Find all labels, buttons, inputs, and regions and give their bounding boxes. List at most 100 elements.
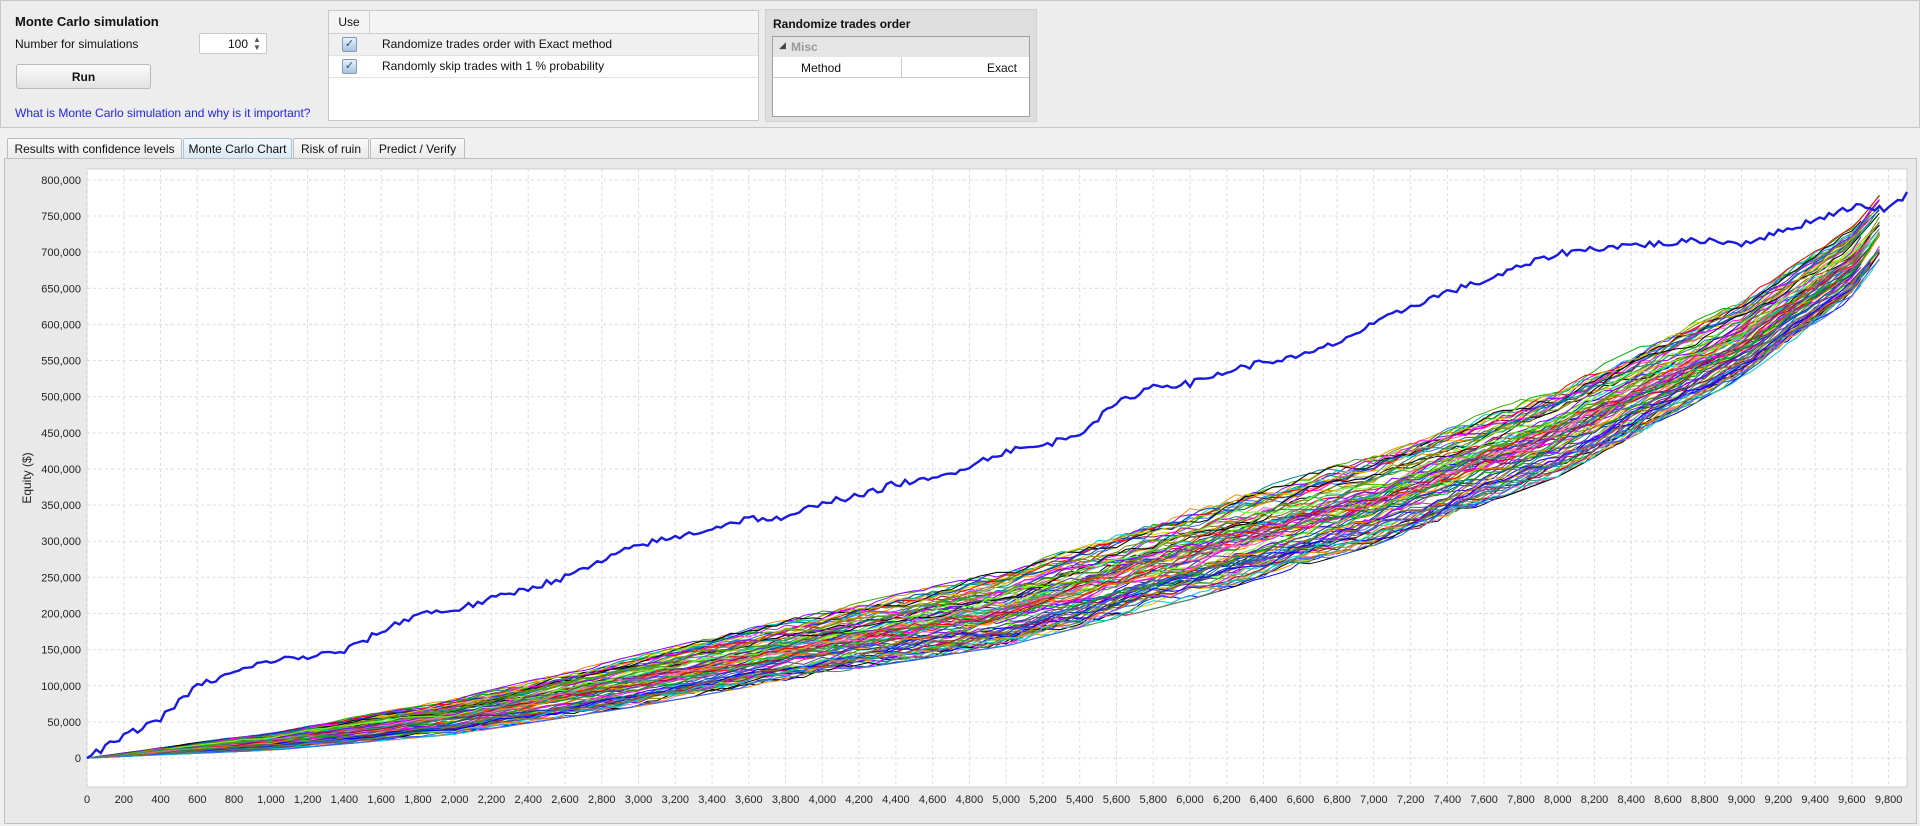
simulation-series-line [86,249,1862,759]
simulation-series-line [86,233,1880,759]
x-tick-label: 7,400 [1434,794,1462,806]
simulation-series-line [86,263,1862,759]
y-tick-label: 300,000 [41,536,81,548]
x-tick-label: 7,000 [1360,794,1388,806]
monte-carlo-chart-panel: 0 50,000 100,000 150,000 200,000 250,000 300,0… [4,158,1917,824]
x-tick-label: 2,600 [551,794,579,806]
x-tick-label: 1,600 [367,794,395,806]
spinner-arrows-icon[interactable]: ▲ ▼ [253,35,261,52]
run-button[interactable]: Run [16,64,151,89]
x-tick-label: 6,000 [1176,794,1204,806]
x-tick-label: 8,400 [1617,794,1645,806]
y-tick-label: 800,000 [41,175,81,187]
x-tick-label: 5,400 [1066,794,1094,806]
simulation-series-line [86,271,1862,759]
property-grid: ◢ Misc Method Exact [772,36,1030,117]
x-tick-label: 4,600 [919,794,947,806]
y-tick-label: 50,000 [47,717,81,729]
y-tick-label: 400,000 [41,464,81,476]
x-tick-label: 800 [225,794,243,806]
properties-title: Randomize trades order [773,17,911,31]
x-tick-label: 1,200 [294,794,322,806]
x-tick-label: 6,800 [1323,794,1351,806]
x-tick-label: 3,200 [662,794,690,806]
option-row-randomize[interactable]: ✓ Randomize trades order with Exact meth… [329,34,758,56]
simulation-series-line [86,199,1880,759]
x-tick-label: 5,000 [992,794,1020,806]
property-divider [901,57,902,77]
simulation-series-line [86,222,1862,759]
x-tick-label: 1,800 [404,794,432,806]
x-tick-label: 9,600 [1838,794,1866,806]
simulation-series-line [86,252,1862,759]
simulations-count-value[interactable]: 100 [227,37,248,51]
x-tick-label: 5,800 [1139,794,1167,806]
simulation-series-line [86,234,1880,759]
collapse-triangle-icon[interactable]: ◢ [779,40,786,50]
y-tick-label: 200,000 [41,609,81,621]
x-tick-label: 4,800 [956,794,984,806]
x-tick-label: 600 [188,794,206,806]
y-tick-label: 650,000 [41,283,81,295]
simulation-series-line [86,231,1871,759]
help-link[interactable]: What is Monte Carlo simulation and why i… [15,106,311,120]
y-tick-label: 100,000 [41,681,81,693]
x-tick-label: 3,400 [698,794,726,806]
x-tick-label: 8,000 [1544,794,1572,806]
property-category-misc[interactable]: ◢ Misc [773,37,1029,57]
properties-panel: Randomize trades order ◢ Misc Method Exa… [765,9,1037,122]
checkbox-randomize-icon[interactable]: ✓ [342,37,357,52]
tab-predict-verify[interactable]: Predict / Verify [370,138,465,159]
x-tick-label: 6,400 [1250,794,1278,806]
option-label-skip: Randomly skip trades with 1 % probabilit… [382,59,605,73]
x-tick-label: 7,800 [1507,794,1535,806]
use-column-header: Use [329,11,370,33]
simulation-series-line [86,206,1880,759]
x-tick-label: 7,200 [1397,794,1425,806]
option-row-skip[interactable]: ✓ Randomly skip trades with 1 % probabil… [329,56,758,78]
x-tick-label: 2,200 [478,794,506,806]
options-table: Use ✓ Randomize trades order with Exact … [328,10,759,121]
x-tick-label: 2,000 [441,794,469,806]
x-tick-label: 2,400 [514,794,542,806]
x-tick-label: 3,800 [772,794,800,806]
y-tick-label: 750,000 [41,211,81,223]
y-tick-label: 500,000 [41,392,81,404]
simulation-series-line [86,260,1871,759]
property-value[interactable]: Exact [986,61,1017,75]
tab-risk-of-ruin[interactable]: Risk of ruin [293,138,369,159]
x-tick-label: 9,800 [1875,794,1903,806]
x-tick-label: 6,200 [1213,794,1241,806]
x-tick-label: 5,600 [1103,794,1131,806]
simulations-count-spinner[interactable]: 100 ▲ ▼ [199,33,267,54]
x-tick-label: 1,000 [257,794,285,806]
x-tick-label: 400 [151,794,169,806]
original-equity-line [86,191,1909,760]
tab-monte-carlo-chart[interactable]: Monte Carlo Chart [183,138,292,160]
property-row-method[interactable]: Method Exact [773,57,1029,78]
x-tick-label: 4,400 [882,794,910,806]
panel-title: Monte Carlo simulation [15,14,159,29]
y-tick-label: 350,000 [41,500,81,512]
y-tick-label: 450,000 [41,428,81,440]
x-tick-label: 6,600 [1287,794,1315,806]
x-tick-label: 8,600 [1654,794,1682,806]
x-tick-label: 7,600 [1470,794,1498,806]
y-tick-label: 250,000 [41,572,81,584]
simulation-series-line [86,236,1871,759]
y-tick-label: 600,000 [41,319,81,331]
simulation-series-line [86,252,1880,759]
x-tick-label: 3,600 [735,794,763,806]
x-tick-label: 8,800 [1691,794,1719,806]
x-tick-label: 3,000 [625,794,653,806]
x-tick-label: 200 [115,794,133,806]
simulation-series-line [86,258,1880,759]
x-tick-label: 4,200 [845,794,873,806]
x-tick-label: 1,400 [331,794,359,806]
equity-chart: 0 50,000 100,000 150,000 200,000 250,000 300,0… [20,168,1909,806]
simulation-series-line [86,232,1871,759]
option-label-randomize: Randomize trades order with Exact method [382,37,613,51]
tab-results-confidence[interactable]: Results with confidence levels [7,138,182,159]
y-tick-label: 150,000 [41,645,81,657]
checkbox-skip-icon[interactable]: ✓ [342,59,357,74]
